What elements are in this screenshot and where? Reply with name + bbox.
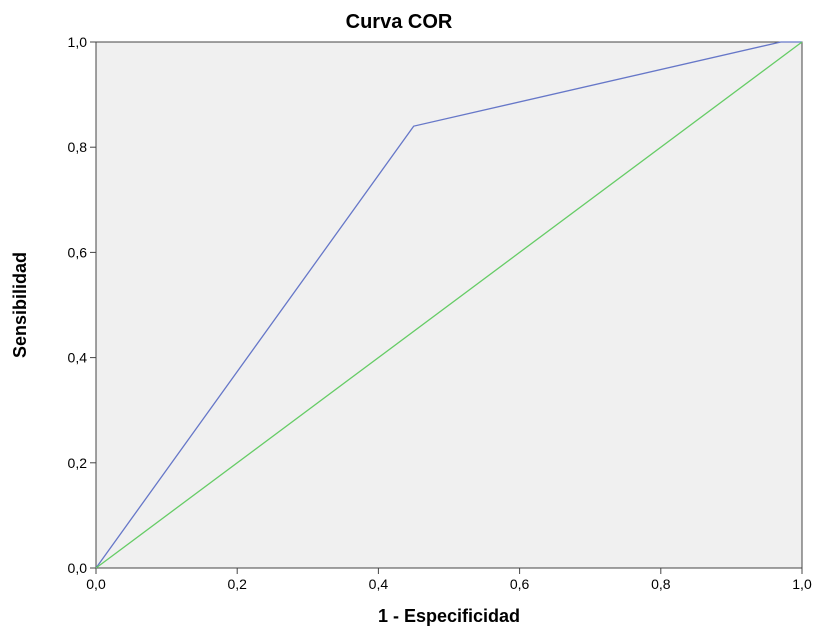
x-axis-ticks: 0,0 0,2 0,4 0,6 0,8 1,0 — [86, 568, 812, 592]
y-tick-label: 0,4 — [68, 350, 88, 366]
roc-curve-line — [95, 41, 802, 569]
x-tick-label: 1,0 — [792, 576, 812, 592]
y-tick-label: 0,0 — [68, 560, 88, 576]
y-tick-label: 1,0 — [68, 34, 88, 50]
reference-diagonal-line — [95, 41, 803, 569]
y-tick-label: 0,6 — [68, 244, 88, 260]
y-axis-ticks: 0,0 0,2 0,4 0,6 0,8 1,0 — [68, 34, 96, 576]
x-tick-label: 0,6 — [510, 576, 530, 592]
x-axis-title: 1 - Especificidad — [378, 606, 520, 626]
y-axis-title: Sensibilidad — [10, 252, 30, 358]
x-tick-label: 0,0 — [86, 576, 106, 592]
y-tick-label: 0,8 — [68, 139, 88, 155]
x-tick-label: 0,8 — [651, 576, 671, 592]
x-tick-label: 0,4 — [369, 576, 389, 592]
y-tick-label: 0,2 — [68, 455, 88, 471]
series-layer — [95, 41, 803, 569]
chart-title: Curva COR — [346, 11, 453, 33]
x-tick-label: 0,2 — [227, 576, 247, 592]
